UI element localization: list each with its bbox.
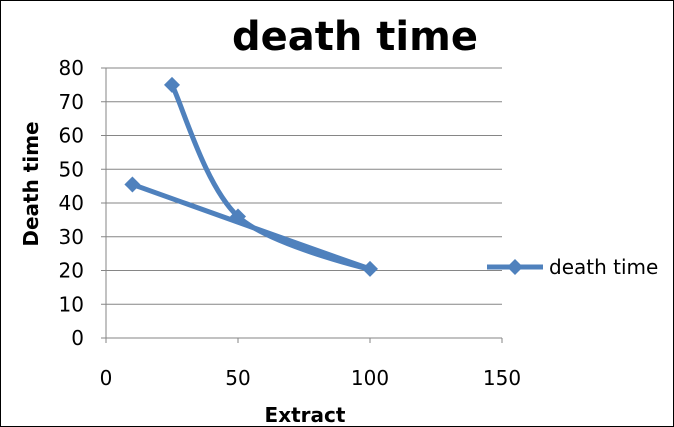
chart-title: death time <box>232 14 478 60</box>
y-tick-label: 40 <box>59 191 84 215</box>
y-tick-label: 30 <box>59 225 84 249</box>
y-tick-label: 80 <box>59 56 84 80</box>
legend-label: death time <box>549 255 658 279</box>
y-tick-label: 0 <box>71 326 84 350</box>
y-tick-label: 60 <box>59 124 84 148</box>
data-point-marker <box>362 260 378 277</box>
data-point-marker <box>124 176 141 193</box>
y-tick-label: 70 <box>59 90 84 114</box>
data-point-marker <box>164 76 180 93</box>
y-tick-label: 20 <box>59 259 84 283</box>
gridlines <box>106 67 502 305</box>
axes <box>101 67 503 343</box>
x-tick-label: 100 <box>351 366 389 390</box>
x-tick-label: 50 <box>225 366 250 390</box>
x-tick-label: 0 <box>100 366 113 390</box>
series-line <box>129 82 375 272</box>
series-layer <box>124 76 378 277</box>
y-tick-label: 10 <box>59 292 84 316</box>
legend-marker <box>507 259 523 275</box>
tick-labels: 0 10 20 30 40 50 60 70 80 0 50 100 150 <box>59 56 522 390</box>
x-tick-label: 150 <box>483 366 521 390</box>
data-point-marker <box>230 208 246 225</box>
x-axis-title: Extract <box>265 403 346 427</box>
y-tick-label: 50 <box>59 157 84 181</box>
y-axis-title: Death time <box>19 121 43 246</box>
legend: death time <box>487 255 658 279</box>
